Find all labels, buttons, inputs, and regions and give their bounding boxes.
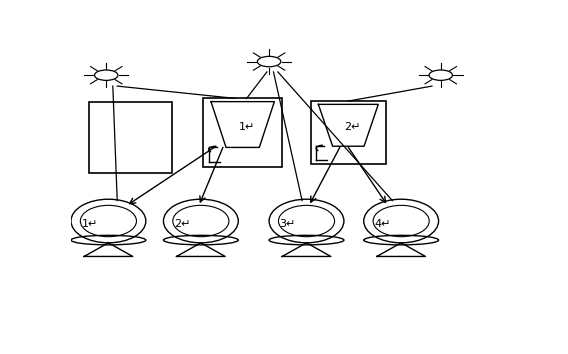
Text: 2↵: 2↵ [174, 219, 190, 229]
Bar [311, 101, 386, 164]
Bar [89, 102, 172, 173]
Text: 4↵: 4↵ [374, 219, 391, 229]
Text: 2↵: 2↵ [344, 122, 360, 132]
Bar [203, 98, 282, 166]
Text: 1↵: 1↵ [82, 219, 98, 229]
Text: 3↵: 3↵ [279, 219, 296, 229]
Text: 1↵: 1↵ [239, 122, 255, 132]
